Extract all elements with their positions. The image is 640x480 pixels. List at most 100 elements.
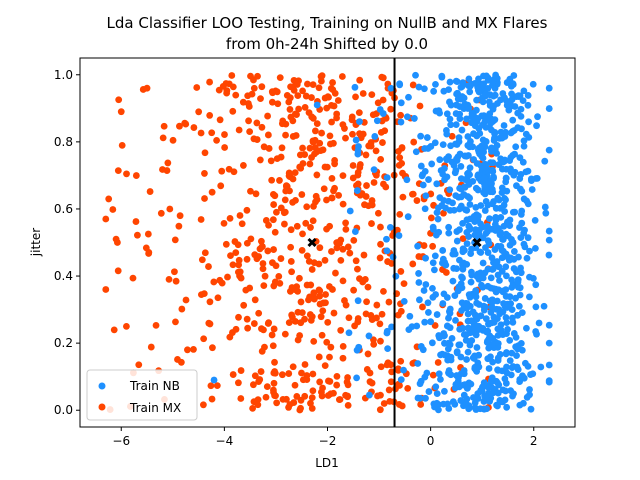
train-mx-point [291, 381, 299, 389]
train-mx-point [218, 167, 226, 175]
train-nb-point [475, 351, 483, 359]
train-nb-point [473, 315, 481, 323]
train-mx-point [205, 263, 212, 270]
train-mx-point [262, 217, 270, 224]
train-nb-point [502, 263, 510, 271]
train-nb-point [485, 98, 493, 106]
train-nb-point [490, 92, 497, 100]
train-nb-point [457, 163, 465, 170]
train-nb-point [413, 322, 421, 330]
train-mx-point [229, 261, 237, 269]
train-mx-point [330, 389, 337, 397]
train-nb-point [481, 174, 488, 182]
train-mx-point [288, 311, 296, 319]
train-nb-point [443, 173, 451, 181]
train-nb-point [468, 245, 475, 253]
train-mx-point [331, 184, 338, 192]
train-nb-point [403, 113, 411, 121]
train-mx-point [352, 93, 359, 101]
train-mx-point [442, 269, 450, 276]
train-nb-point [517, 211, 525, 218]
train-mx-point [409, 81, 417, 89]
train-mx-point [429, 371, 437, 379]
train-mx-point [368, 379, 376, 387]
train-mx-point [309, 217, 317, 225]
train-nb-point [466, 292, 474, 300]
train-nb-point [497, 213, 505, 221]
train-nb-point [433, 180, 441, 188]
train-mx-point [270, 379, 278, 387]
train-nb-point [514, 311, 522, 319]
train-mx-point [200, 335, 208, 343]
train-nb-point [489, 168, 497, 175]
train-mx-point [306, 144, 314, 152]
train-nb-point [472, 214, 480, 222]
train-nb-point [545, 84, 553, 92]
train-nb-point [484, 355, 492, 363]
train-nb-point [482, 163, 490, 171]
train-nb-point [471, 399, 479, 407]
train-mx-point [287, 258, 295, 265]
train-mx-point [366, 369, 374, 377]
train-nb-point [510, 265, 518, 272]
train-nb-point [465, 233, 473, 241]
train-nb-point [392, 272, 400, 280]
train-nb-point [453, 349, 461, 357]
train-mx-point [350, 286, 358, 294]
train-mx-point [370, 179, 378, 186]
train-nb-point [479, 98, 487, 106]
train-nb-point [438, 73, 446, 81]
train-nb-point [542, 209, 550, 217]
train-nb-point [435, 370, 443, 378]
train-nb-point [494, 357, 502, 364]
train-mx-point [339, 342, 347, 350]
train-mx-point [294, 92, 302, 100]
train-nb-point [484, 222, 491, 230]
train-nb-point [435, 107, 443, 115]
train-mx-point [229, 107, 237, 115]
train-mx-point [356, 164, 364, 171]
train-mx-point [278, 120, 286, 128]
train-mx-point [268, 176, 276, 184]
train-mx-point [172, 318, 179, 326]
train-mx-point [238, 220, 246, 228]
train-nb-point [439, 300, 447, 307]
train-mx-point [388, 368, 396, 376]
train-nb-point [397, 376, 405, 384]
train-mx-point [350, 236, 358, 244]
train-nb-point [446, 115, 454, 123]
train-mx-point [354, 265, 361, 273]
train-mx-point [434, 359, 442, 366]
train-mx-point [197, 129, 205, 137]
train-nb-point [531, 217, 539, 224]
train-mx-point [377, 156, 385, 163]
train-mx-point [102, 286, 110, 293]
train-mx-point [377, 240, 384, 248]
train-nb-point [502, 178, 510, 186]
train-nb-point [519, 372, 526, 380]
train-nb-point [460, 94, 468, 102]
train-nb-point [514, 342, 522, 350]
train-mx-point [250, 320, 258, 327]
train-mx-point [310, 337, 318, 345]
train-nb-point [476, 405, 484, 413]
train-nb-point [514, 366, 522, 373]
train-mx-point [231, 238, 239, 245]
train-nb-point [533, 122, 540, 130]
train-mx-point [427, 214, 435, 222]
train-mx-point [255, 309, 263, 317]
train-mx-point [222, 240, 230, 248]
train-nb-point [422, 192, 430, 200]
train-mx-point [270, 325, 278, 333]
train-mx-point [361, 275, 369, 283]
train-mx-point [256, 376, 264, 383]
legend-label-train-mx: Train MX [129, 401, 181, 415]
train-nb-point [421, 167, 429, 175]
train-mx-point [114, 267, 122, 275]
y-tick-label: 0.6 [54, 202, 73, 216]
train-nb-point [494, 225, 502, 232]
train-nb-point [455, 341, 463, 349]
train-nb-point [457, 397, 465, 404]
train-mx-point [356, 130, 363, 138]
train-mx-point [288, 268, 296, 276]
